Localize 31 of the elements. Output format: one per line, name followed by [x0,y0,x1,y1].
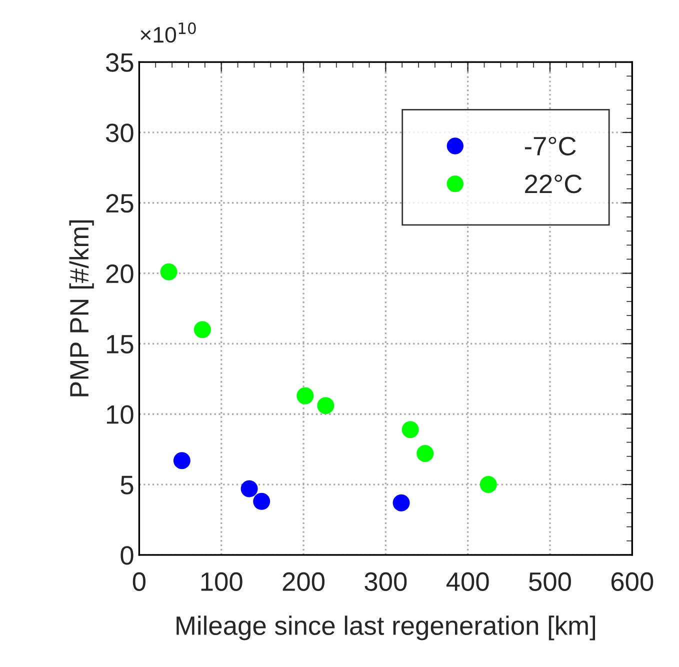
x-tick-label: 0 [132,572,146,591]
point [402,421,419,438]
point [317,397,334,414]
point [480,476,497,494]
point [296,387,314,404]
x-tick-label: 600 [611,572,654,591]
point [253,492,270,510]
y-tick-label: 10 [106,405,134,424]
x-tick-label: 500 [529,572,571,591]
point [392,494,410,512]
point [173,452,190,470]
x-tick-label: 100 [201,572,242,591]
x-tick-label: 300 [364,572,407,591]
point [194,321,211,338]
y-axis-title: PMP PN [#/km] [69,220,94,396]
x-tick-label: 200 [282,572,324,591]
y-tick-label: 30 [106,124,134,142]
y-tick-label: 35 [106,53,134,72]
y-tick-label: 20 [106,264,134,284]
point [416,445,434,462]
point [240,480,258,498]
point [160,263,178,280]
x-axis-title: Mileage since last regeneration [km] [176,616,596,640]
y-tick-label: 0 [120,546,134,565]
x-tick-label: 400 [446,572,489,591]
legend-label: 22°C [525,174,582,194]
y-tick-label: 25 [106,194,134,213]
y-tick-label: 15 [106,335,134,354]
legend-label: -7°C [524,136,576,156]
y-tick-label: 5 [120,476,134,494]
text: ×10$^{10}$ [140,22,196,43]
